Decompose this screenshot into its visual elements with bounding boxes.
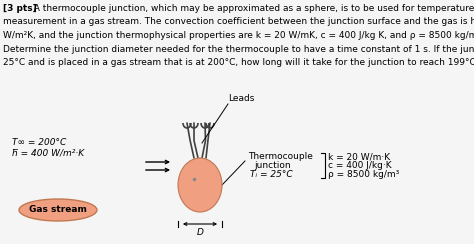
Text: Gas stream: Gas stream [29,205,87,214]
Text: h̅ = 400 W/m²·K: h̅ = 400 W/m²·K [12,148,84,157]
Text: measurement in a gas stream. The convection coefficient between the junction sur: measurement in a gas stream. The convect… [3,18,474,27]
Text: k = 20 W/m·K: k = 20 W/m·K [328,152,390,161]
Text: D: D [197,228,203,237]
Text: junction: junction [254,161,291,170]
Text: 25°C and is placed in a gas stream that is at 200°C, how long will it take for t: 25°C and is placed in a gas stream that … [3,58,474,67]
Text: Determine the junction diameter needed for the thermocouple to have a time const: Determine the junction diameter needed f… [3,44,474,53]
Text: [3 pts]: [3 pts] [3,4,37,13]
Text: c = 400 J/kg·K: c = 400 J/kg·K [328,161,392,170]
Text: A thermocouple junction, which may be approximated as a sphere, is to be used fo: A thermocouple junction, which may be ap… [28,4,474,13]
Ellipse shape [178,158,222,212]
Text: Tᵢ = 25°C: Tᵢ = 25°C [250,170,292,179]
Text: Thermocouple: Thermocouple [248,152,313,161]
Text: T∞ = 200°C: T∞ = 200°C [12,138,66,147]
Text: W/m²K, and the junction thermophysical properties are k = 20 W/mK, c = 400 J/kg : W/m²K, and the junction thermophysical p… [3,31,474,40]
Text: ρ = 8500 kg/m³: ρ = 8500 kg/m³ [328,170,399,179]
Text: Leads: Leads [228,94,255,103]
Ellipse shape [19,199,97,221]
